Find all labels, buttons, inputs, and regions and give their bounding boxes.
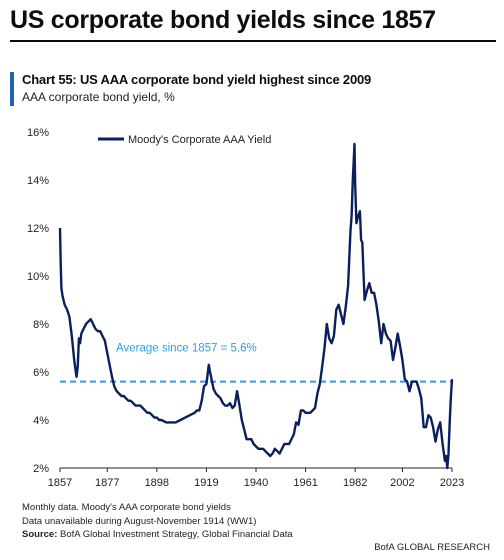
title-divider <box>10 40 496 42</box>
legend-label: Moody's Corporate AAA Yield <box>128 134 271 146</box>
yield-line-chart: 2% 4% 6% 8% 10% 12% 14% 16% 1857 1877 1898 1919 1940… <box>27 127 464 489</box>
page-title: US corporate bond yields since 1857 <box>10 6 436 34</box>
chart-notes: Monthly data. Moody's AAA corporate bond… <box>22 501 293 542</box>
note-data-gap: Data unavailable during August-November … <box>22 515 257 527</box>
note-data-frequency: Monthly data. Moody's AAA corporate bond… <box>22 502 231 513</box>
x-tick-label: 2002 <box>390 477 414 489</box>
chart-accent-bar <box>10 72 14 106</box>
y-tick-label: 8% <box>33 319 49 331</box>
average-reference-label: Average since 1857 = 5.6% <box>116 343 257 355</box>
y-tick-label: 4% <box>33 415 49 427</box>
branding-text: BofA GLOBAL RESEARCH <box>374 542 490 553</box>
x-tick-label: 1919 <box>194 477 218 489</box>
x-tick-label: 1982 <box>343 477 367 489</box>
source-text: BofA Global Investment Strategy, Global … <box>57 529 293 540</box>
x-tick-label: 1898 <box>145 477 169 489</box>
y-tick-label: 2% <box>33 463 49 475</box>
chart-title: Chart 55: US AAA corporate bond yield hi… <box>22 72 372 87</box>
y-tick-label: 14% <box>27 175 49 187</box>
y-tick-label: 6% <box>33 367 49 379</box>
source-label: Source: <box>22 529 58 540</box>
x-tick-label: 1940 <box>244 477 268 489</box>
note-source: Source: BofA Global Investment Strategy,… <box>22 528 293 542</box>
series-line <box>58 142 454 470</box>
x-tick-label: 1877 <box>95 477 119 489</box>
x-tick-label: 1961 <box>293 477 317 489</box>
chart-subtitle: AAA corporate bond yield, % <box>22 90 175 104</box>
x-tick-label: 2023 <box>440 477 464 489</box>
y-tick-label: 10% <box>27 271 49 283</box>
x-tick-label: 1857 <box>48 477 72 489</box>
y-tick-label: 16% <box>27 127 49 139</box>
y-tick-label: 12% <box>27 223 49 235</box>
